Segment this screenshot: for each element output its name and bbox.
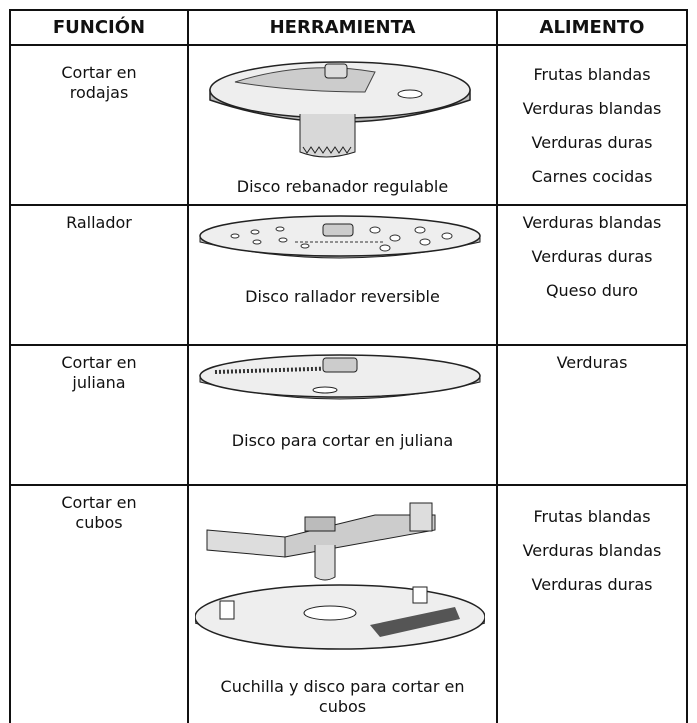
food: Carnes cocidas — [531, 167, 653, 186]
border — [10, 9, 688, 11]
julienne-disc-image — [199, 354, 481, 400]
border — [496, 9, 498, 723]
border — [686, 9, 688, 723]
food: Verduras duras — [531, 575, 653, 594]
function: Cortar en rodajas — [61, 63, 137, 102]
foods: Frutas blandas Verduras blandas Verduras… — [498, 65, 686, 201]
function: Cortar en cubos — [61, 493, 137, 532]
food: Verduras — [556, 353, 628, 372]
function: Rallador — [66, 213, 132, 232]
border — [9, 9, 11, 723]
foods: Frutas blandas Verduras blandas Verduras… — [498, 507, 686, 609]
border — [187, 9, 189, 723]
border — [10, 44, 688, 46]
header: HERRAMIENTA — [269, 17, 416, 38]
food: Verduras duras — [531, 247, 653, 266]
food: Verduras blandas — [522, 213, 662, 232]
border — [10, 204, 688, 206]
tool-caption: Disco rebanador regulable — [236, 177, 449, 196]
foods: Verduras — [498, 353, 686, 387]
function: Cortar en juliana — [61, 353, 137, 392]
grating-disc-image — [199, 215, 481, 259]
food: Frutas blandas — [533, 65, 651, 84]
tool-caption: Cuchilla y disco para cortar en cubos — [220, 677, 465, 716]
tool-caption: Disco rallador reversible — [245, 287, 440, 306]
header: FUNCIÓN — [52, 17, 146, 38]
food: Verduras blandas — [522, 541, 662, 560]
food: Frutas blandas — [533, 507, 651, 526]
border — [10, 344, 688, 346]
foods: Verduras blandas Verduras duras Queso du… — [498, 213, 686, 315]
slicing-disc-image — [209, 61, 471, 158]
header: ALIMENTO — [539, 17, 645, 38]
tool-caption: Disco para cortar en juliana — [231, 431, 454, 450]
dicing-kit-image — [195, 502, 485, 650]
food: Verduras blandas — [522, 99, 662, 118]
food: Queso duro — [545, 281, 639, 300]
border — [10, 484, 688, 486]
food: Verduras duras — [531, 133, 653, 152]
